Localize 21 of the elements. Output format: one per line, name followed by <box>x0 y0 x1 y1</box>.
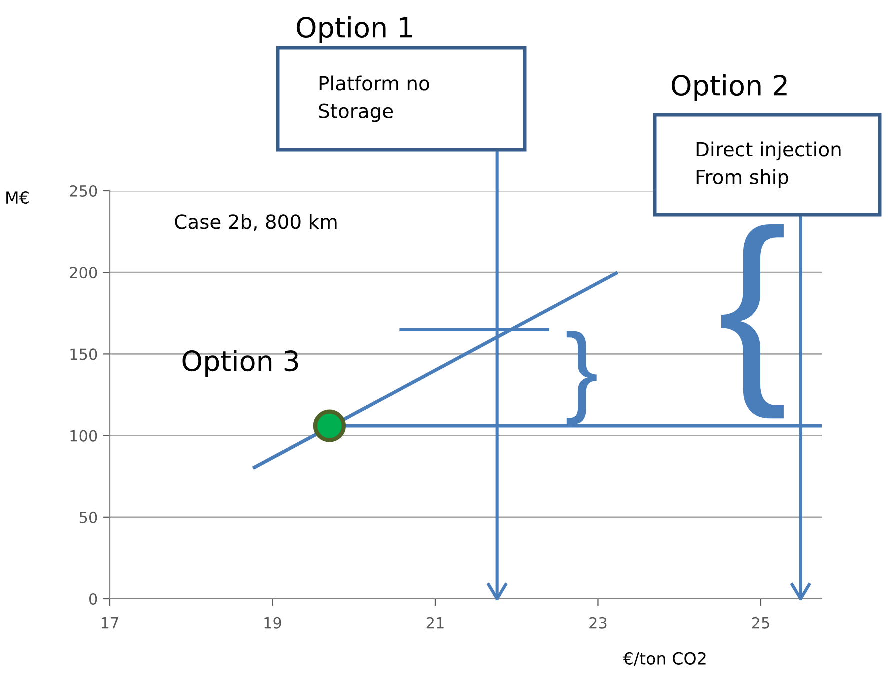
y-tick-label: 0 <box>89 593 98 606</box>
x-tick-label: 25 <box>752 617 770 629</box>
text: Direct injection From ship <box>696 142 841 188</box>
y-tick-label: 150 <box>70 348 98 360</box>
x-axis-title: €/ton CO2 <box>623 652 706 666</box>
text: Option 1 <box>296 16 412 44</box>
y-axis-title: M€ <box>6 191 29 204</box>
x-tick-label: 23 <box>590 617 607 629</box>
annotation: { <box>721 224 784 419</box>
y-tick-label: 200 <box>70 267 98 279</box>
x-tick-label: 17 <box>102 618 118 629</box>
y-tick-label: 50 <box>80 512 98 524</box>
y-tick-label: 250 <box>70 185 98 198</box>
text: Platform no Storage <box>319 76 430 122</box>
annotation: Case 2b, 800 km <box>175 214 337 232</box>
annotation: } <box>566 331 597 424</box>
annotation: Option 3 <box>182 350 298 377</box>
y-tick-label: 100 <box>70 430 98 442</box>
x-tick-label: 21 <box>426 617 444 629</box>
text: Option 2 <box>672 74 787 102</box>
x-tick-label: 19 <box>264 617 282 629</box>
